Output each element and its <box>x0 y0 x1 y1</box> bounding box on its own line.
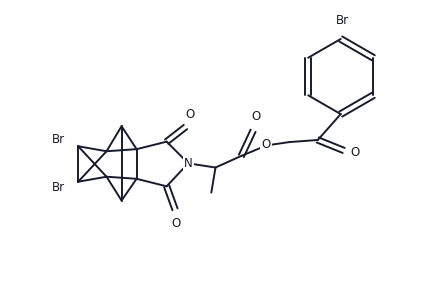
Text: O: O <box>349 146 358 159</box>
Text: O: O <box>171 217 180 230</box>
Text: Br: Br <box>52 181 64 194</box>
Text: Br: Br <box>335 14 349 27</box>
Text: O: O <box>251 110 261 123</box>
Text: O: O <box>185 108 195 121</box>
Text: N: N <box>184 157 192 170</box>
Text: Br: Br <box>52 133 64 147</box>
Text: O: O <box>261 138 270 151</box>
